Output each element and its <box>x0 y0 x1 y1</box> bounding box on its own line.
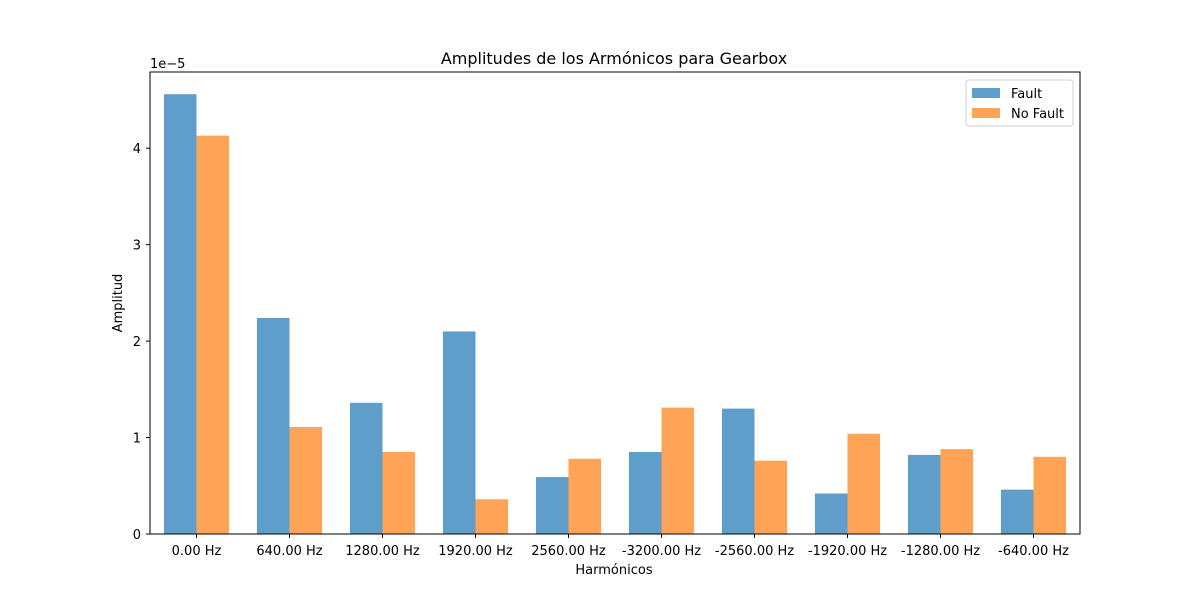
x-tick-label: -3200.00 Hz <box>622 544 701 559</box>
x-tick-label: -640.00 Hz <box>998 544 1069 559</box>
plot-frame <box>149 71 1081 535</box>
bar-no-fault-0 <box>196 135 230 534</box>
x-tick-label: 2560.00 Hz <box>531 544 606 559</box>
bar-no-fault-8 <box>940 449 974 534</box>
bar-fault-5 <box>628 452 662 534</box>
y-axis: 0 1 2 3 4 <box>133 142 150 543</box>
legend-label-no-fault: No Fault <box>1011 107 1064 122</box>
bar-fault-2 <box>349 402 383 534</box>
y-tick-label: 0 <box>133 528 141 543</box>
bar-fault-0 <box>163 94 197 534</box>
bar-no-fault-5 <box>661 407 695 534</box>
legend-swatch-fault <box>972 88 1000 98</box>
bar-fault-1 <box>256 317 290 534</box>
x-axis: 0.00 Hz 640.00 Hz 1280.00 Hz 1920.00 Hz 2560… <box>172 534 1069 559</box>
x-tick-label: -1280.00 Hz <box>901 544 980 559</box>
bar-fault-4 <box>535 477 569 534</box>
bar-fault-3 <box>442 331 476 534</box>
y-tick-label: 1 <box>133 432 141 447</box>
bar-no-fault-3 <box>475 499 509 534</box>
bar-no-fault-9 <box>1033 456 1067 534</box>
legend-label-fault: Fault <box>1011 87 1042 102</box>
x-tick-label: 1920.00 Hz <box>438 544 513 559</box>
x-axis-label: Harmónicos <box>575 563 652 578</box>
x-tick-label: 0.00 Hz <box>172 544 222 559</box>
bar-no-fault-6 <box>754 460 788 534</box>
y-tick-label: 2 <box>133 335 141 350</box>
bar-no-fault-4 <box>568 458 602 534</box>
x-tick-label: 1280.00 Hz <box>345 544 420 559</box>
bars-group <box>163 94 1067 534</box>
legend: Fault No Fault <box>965 79 1074 127</box>
bar-fault-8 <box>907 454 941 534</box>
x-tick-label: 640.00 Hz <box>256 544 322 559</box>
bar-no-fault-2 <box>382 452 416 534</box>
bar-no-fault-1 <box>289 426 323 534</box>
y-scale-label: 1e−5 <box>150 57 185 72</box>
x-tick-label: -1920.00 Hz <box>808 544 887 559</box>
y-tick-label: 3 <box>133 239 141 254</box>
bar-no-fault-7 <box>847 433 881 534</box>
bar-fault-6 <box>721 408 755 534</box>
bar-fault-7 <box>814 493 848 534</box>
chart-title: Amplitudes de los Armónicos para Gearbox <box>441 49 787 68</box>
x-tick-label: -2560.00 Hz <box>715 544 794 559</box>
y-axis-label: Amplitud <box>111 274 126 333</box>
y-tick-label: 4 <box>133 142 141 157</box>
bar-fault-9 <box>1000 489 1034 534</box>
legend-swatch-no-fault <box>972 108 1000 118</box>
